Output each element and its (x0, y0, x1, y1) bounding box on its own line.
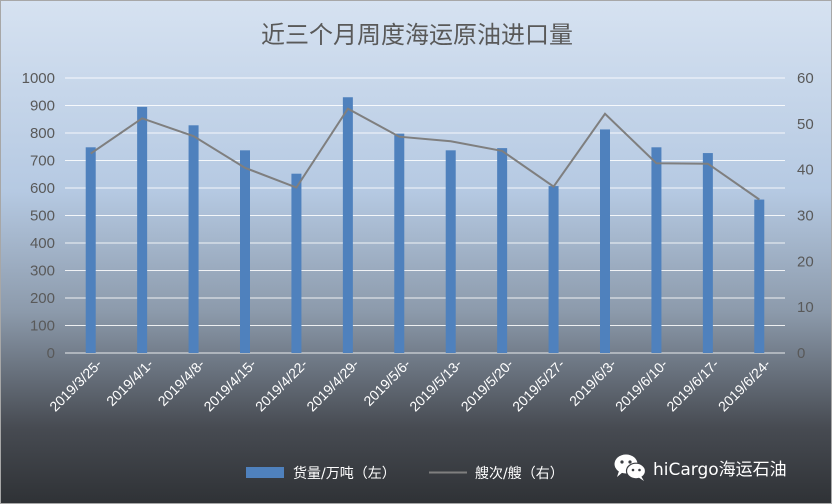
bar-series (85, 97, 765, 353)
y-left-tick-label: 200 (30, 290, 55, 307)
bar (394, 133, 405, 353)
y-left-tick-label: 700 (30, 153, 55, 170)
x-tick-label: 2019/6/24- (715, 356, 774, 415)
chart-title: 近三个月周度海运原油进口量 (261, 21, 573, 49)
x-tick-label: 2019/5/27- (509, 356, 568, 415)
x-tick-label: 2019/5/13- (406, 356, 465, 415)
bar (342, 97, 353, 353)
x-tick-label: 2019/4/15- (200, 356, 259, 415)
bar (600, 129, 610, 353)
bar (702, 153, 713, 353)
y-left-tick-label: 800 (30, 125, 55, 142)
y-left-tick-label: 600 (30, 180, 55, 197)
x-tick-label: 2019/6/3- (566, 356, 619, 409)
legend-label-line: 艘次/艘（右） (475, 466, 564, 482)
y-left-tick-label: 300 (30, 263, 55, 280)
y-right-tick-label: 20 (797, 253, 814, 270)
y-left-tick-label: 100 (30, 318, 55, 335)
y-left-tick-label: 0 (47, 345, 55, 362)
y-right-tick-label: 50 (797, 116, 814, 133)
x-tick-label: 2019/6/10- (612, 356, 671, 415)
x-tick-label: 2019/4/8- (155, 356, 208, 409)
bar (291, 173, 302, 353)
x-tick-label: 2019/3/25- (46, 356, 105, 415)
x-tick-label: 2019/4/1- (103, 356, 156, 409)
y-right-tick-label: 10 (797, 299, 814, 316)
y-right-tick-label: 30 (797, 208, 814, 225)
legend-swatch-bar (246, 467, 284, 478)
y-right-tick-label: 0 (797, 345, 805, 362)
x-tick-label: 2019/4/29- (303, 356, 362, 415)
y-right-tick-label: 40 (797, 162, 814, 179)
y-left-tick-label: 400 (30, 235, 55, 252)
bar (445, 150, 456, 353)
y-left-tick-label: 900 (30, 98, 55, 115)
x-tick-label: 2019/5/6- (360, 356, 413, 409)
y-left-tick-label: 1000 (22, 70, 55, 87)
legend: 货量/万吨（左） 艘次/艘（右） (246, 465, 564, 482)
bar (240, 150, 250, 353)
y-left-tick-label: 500 (30, 208, 55, 225)
y-right-tick-label: 60 (797, 70, 814, 87)
bar (137, 106, 148, 353)
bar (548, 186, 559, 353)
x-tick-label: 2019/6/17- (663, 356, 722, 415)
bar (497, 148, 508, 353)
watermark: hiCargo海运石油 (613, 449, 787, 485)
watermark-text: hiCargo海运石油 (653, 459, 787, 480)
bar (188, 125, 199, 353)
legend-label-bar: 货量/万吨（左） (293, 465, 396, 482)
line-series-path (90, 107, 760, 201)
x-tick-label: 2019/5/20- (458, 356, 517, 415)
wechat-icon (614, 454, 647, 481)
bar (85, 147, 96, 353)
line-series (90, 107, 760, 201)
bar (651, 147, 662, 353)
x-tick-label: 2019/4/22- (252, 356, 311, 415)
gridlines (65, 77, 785, 354)
bar (754, 199, 765, 353)
